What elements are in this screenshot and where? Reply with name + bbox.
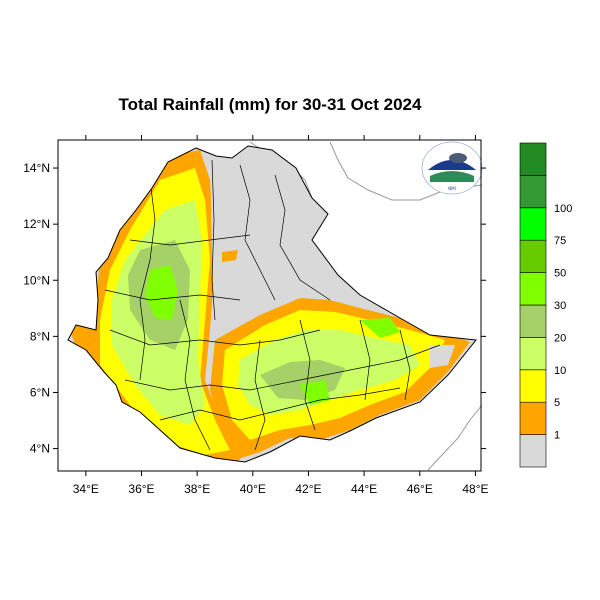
agency-logo: NMI (421, 141, 483, 195)
admin-boundaries (104, 159, 441, 451)
x-tick-label: 44°E (351, 482, 377, 496)
map-axes: 34°E 36°E 38°E 40°E 42°E 44°E 46°E 48°E 4°N 6°N 8°… (23, 135, 489, 496)
y-tick-label: 8°N (30, 329, 50, 343)
plot-frame (57, 139, 482, 472)
legend-swatch (519, 434, 547, 468)
map-title: Total Rainfall (mm) for 30-31 Oct 2024 (118, 95, 422, 114)
legend-swatch (519, 401, 547, 435)
legend-swatch (519, 304, 547, 338)
legend-swatch (519, 369, 547, 403)
legend-label: 5 (554, 397, 560, 409)
legend-swatch (519, 272, 547, 306)
x-tick-label: 38°E (184, 482, 210, 496)
svg-text:NMI: NMI (448, 186, 456, 191)
legend-label: 1 (554, 430, 560, 442)
legend-label: 20 (554, 332, 566, 344)
legend-swatch (519, 207, 547, 241)
legend-label: 100 (554, 203, 572, 215)
color-legend: 1 5 10 20 30 50 75 100 (519, 142, 572, 468)
legend-swatch (519, 142, 547, 176)
x-tick-label: 42°E (295, 482, 321, 496)
legend-label: 75 (554, 235, 566, 247)
legend-label: 10 (554, 365, 566, 377)
y-tick-label: 12°N (23, 217, 50, 231)
rainfall-field (68, 146, 476, 462)
country-outline (67, 145, 477, 463)
y-tick-label: 10°N (23, 273, 50, 287)
x-tick-label: 36°E (128, 482, 154, 496)
x-tick-label: 46°E (407, 482, 433, 496)
y-tick-label: 4°N (30, 442, 50, 456)
legend-swatch (519, 239, 547, 273)
y-tick-label: 6°N (30, 385, 50, 399)
x-tick-label: 34°E (73, 482, 99, 496)
x-tick-label: 48°E (462, 482, 488, 496)
x-tick-label: 40°E (240, 482, 266, 496)
y-tick-label: 14°N (23, 161, 50, 175)
legend-label: 50 (554, 268, 566, 280)
legend-swatch (519, 175, 547, 209)
legend-swatch (519, 337, 547, 371)
legend-label: 30 (554, 300, 566, 312)
